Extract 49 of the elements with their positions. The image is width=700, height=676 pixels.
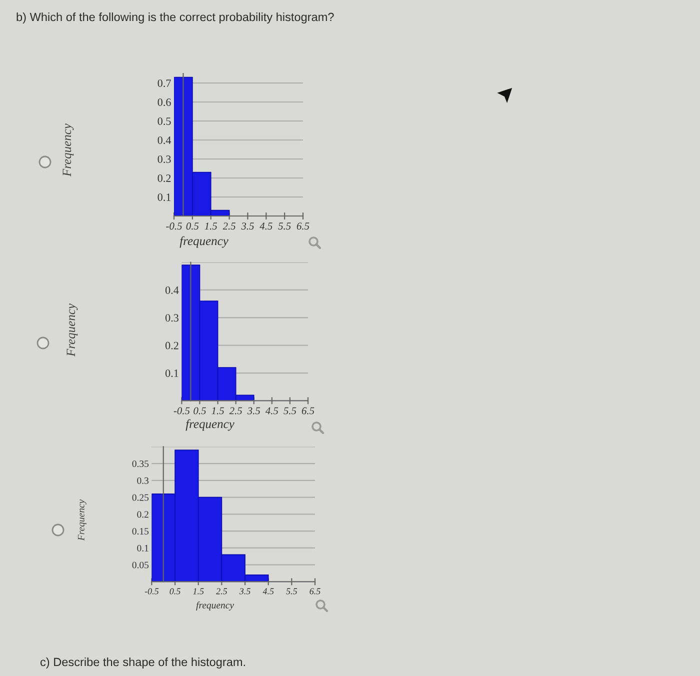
y-axis-title: Frequency (66, 304, 78, 357)
y-axis-title: Frequency (78, 499, 86, 541)
y-tick-label: 0.1 (137, 544, 148, 552)
x-tick-label: 1.5 (212, 407, 224, 414)
y-tick-label: 0.2 (158, 174, 171, 182)
y-tick-label: 0.25 (132, 494, 149, 501)
y-tick-label: 0.1 (158, 193, 171, 202)
x-tick-label: 6.5 (302, 407, 314, 414)
y-tick-label: 0.3 (137, 477, 149, 484)
y-tick-label: 0.2 (137, 511, 148, 518)
x-axis-title: frequency (196, 602, 234, 610)
x-tick-label: -0.5 (166, 222, 182, 230)
y-tick-label: 0.7 (158, 79, 171, 88)
x-tick-label: 5.5 (284, 407, 296, 414)
x-tick-label: 0.5 (186, 222, 199, 230)
y-tick-label: 0.05 (132, 562, 149, 568)
x-tick-label: 2.5 (222, 222, 236, 230)
y-tick-label: 0.1 (165, 369, 178, 378)
x-tick-label: 4.5 (265, 407, 278, 414)
x-tick-label: 4.5 (260, 222, 272, 230)
x-tick-label: 1.5 (204, 222, 218, 230)
y-tick-label: 0.15 (132, 528, 149, 535)
x-axis-title: frequency (186, 419, 234, 431)
x-tick-label: 3.5 (239, 588, 250, 594)
x-tick-label: 2.5 (229, 407, 242, 414)
x-tick-label: 2.5 (216, 588, 228, 594)
x-tick-label: 1.5 (193, 588, 204, 594)
x-axis-title: frequency (180, 236, 228, 248)
y-tick-label: 0.4 (165, 286, 179, 294)
y-tick-label: 0.2 (165, 342, 178, 350)
x-tick-label: 4.5 (262, 588, 274, 594)
x-tick-label: 0.5 (194, 407, 206, 414)
x-tick-label: -0.5 (174, 407, 190, 414)
y-tick-label: 0.5 (158, 117, 171, 126)
x-tick-label: 3.5 (247, 407, 260, 414)
y-tick-label: 0.3 (165, 314, 178, 322)
chart-title: b) Which of the following is the correct probability histogram? (16, 12, 334, 24)
y-tick-label: 0.35 (132, 460, 149, 468)
x-tick-label: 5.5 (278, 222, 291, 230)
x-tick-label: -0.5 (144, 588, 159, 594)
x-tick-label: 6.5 (296, 222, 310, 230)
y-axis-title: Frequency (62, 124, 74, 177)
text: c) Describe the shape of the histogram. (40, 657, 245, 669)
y-tick-label: 0.6 (158, 98, 171, 106)
x-tick-label: 5.5 (286, 588, 298, 594)
y-tick-label: 0.4 (158, 136, 172, 144)
x-tick-label: 3.5 (241, 222, 254, 230)
x-tick-label: 6.5 (310, 588, 320, 594)
y-tick-label: 0.3 (158, 155, 171, 164)
